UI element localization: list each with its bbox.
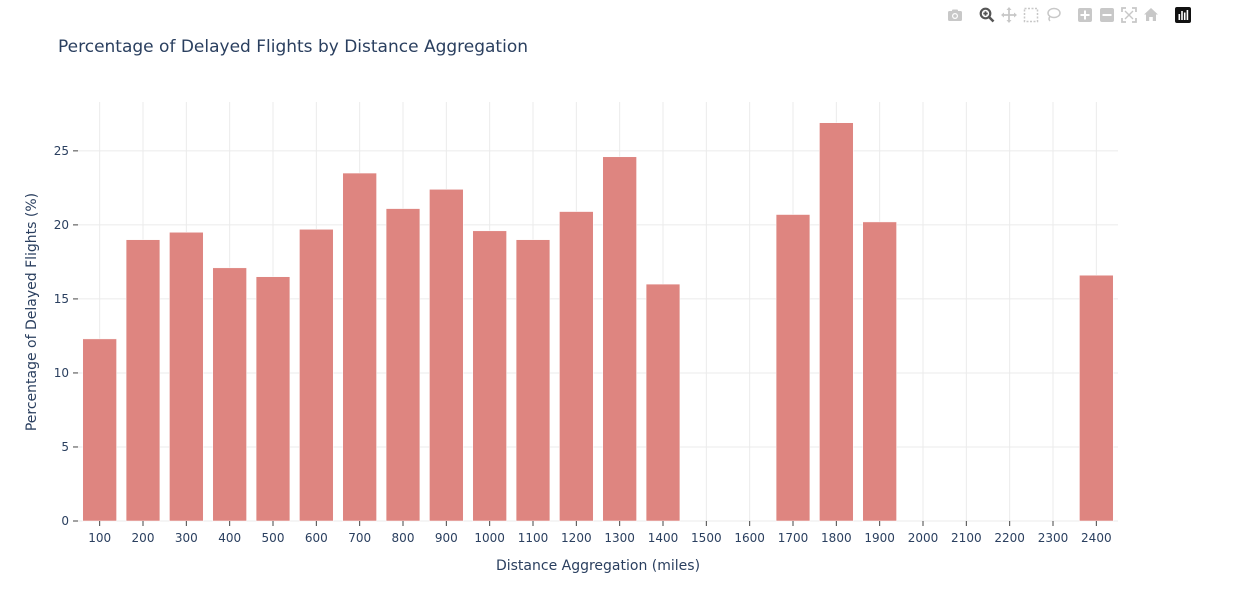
x-tick-label: 800 — [392, 531, 415, 545]
y-tick-label: 10 — [54, 366, 69, 380]
pan-icon — [1001, 7, 1017, 23]
x-tick-label: 2100 — [951, 531, 982, 545]
bar-400[interactable] — [212, 267, 247, 522]
y-tick-label: 15 — [54, 292, 69, 306]
bar-200[interactable] — [125, 239, 161, 522]
x-tick-label: 1400 — [648, 531, 679, 545]
bar-1100[interactable] — [515, 239, 551, 522]
y-tick-label: 0 — [61, 514, 69, 528]
x-tick-label: 1800 — [821, 531, 852, 545]
x-axis-title: Distance Aggregation (miles) — [496, 558, 700, 574]
pan-button[interactable] — [998, 5, 1020, 25]
bar-1200[interactable] — [559, 211, 594, 522]
box-select-icon — [1023, 7, 1039, 23]
plotly-logo-icon — [1175, 7, 1191, 23]
plotly-logo-button[interactable] — [1172, 5, 1194, 25]
bar-300[interactable] — [169, 232, 204, 522]
autoscale-icon — [1121, 7, 1137, 23]
bar-1400[interactable] — [645, 283, 681, 522]
x-tick-label: 2300 — [1038, 531, 1069, 545]
y-tick-label: 25 — [54, 144, 69, 158]
chart-title: Percentage of Delayed Flights by Distanc… — [58, 37, 528, 57]
reset-axes-button[interactable] — [1140, 5, 1162, 25]
x-tick-label: 1500 — [691, 531, 722, 545]
x-tick-label: 200 — [132, 531, 155, 545]
modebar — [934, 5, 1194, 25]
x-tick-label: 1000 — [474, 531, 505, 545]
box-select-button[interactable] — [1020, 5, 1042, 25]
x-tick-label: 2400 — [1081, 531, 1112, 545]
bars-layer[interactable] — [82, 122, 1114, 522]
zoom-button[interactable] — [976, 5, 998, 25]
zoom-in-button[interactable] — [1074, 5, 1096, 25]
bar-1900[interactable] — [862, 221, 897, 522]
zoom-out-icon — [1099, 7, 1115, 23]
x-tick-label: 1300 — [604, 531, 635, 545]
bar-1000[interactable] — [472, 230, 507, 522]
x-tick-label: 1100 — [518, 531, 549, 545]
bar-900[interactable] — [429, 189, 464, 522]
autoscale-button[interactable] — [1118, 5, 1140, 25]
lasso-select-icon — [1045, 7, 1061, 23]
x-tick-label: 100 — [88, 531, 111, 545]
bar-500[interactable] — [255, 276, 291, 522]
modebar-group — [976, 5, 1064, 25]
zoom-icon — [979, 7, 995, 23]
lasso-select-button[interactable] — [1042, 5, 1064, 25]
y-tick-label: 20 — [54, 218, 69, 232]
x-tick-label: 2000 — [908, 531, 939, 545]
x-tick-label: 900 — [435, 531, 458, 545]
x-tick-label: 1200 — [561, 531, 592, 545]
x-tick-label: 1600 — [734, 531, 765, 545]
y-tick-label: 5 — [61, 440, 69, 454]
axes-layer: 100 200 300 400 500 600 700 800 900 1000 1100 1200 1… — [54, 144, 1112, 545]
modebar-group — [944, 5, 966, 25]
bar-1300[interactable] — [602, 156, 637, 522]
zoom-out-button[interactable] — [1096, 5, 1118, 25]
modebar-group — [1172, 5, 1194, 25]
bar-700[interactable] — [342, 172, 377, 522]
x-tick-label: 2200 — [994, 531, 1025, 545]
reset-axes-icon — [1143, 7, 1159, 23]
x-tick-label: 500 — [262, 531, 285, 545]
bar-100[interactable] — [82, 338, 117, 522]
bar-800[interactable] — [385, 208, 421, 522]
x-tick-label: 400 — [218, 531, 241, 545]
bar-2400[interactable] — [1079, 274, 1114, 522]
x-tick-label: 600 — [305, 531, 328, 545]
zoom-in-icon — [1077, 7, 1093, 23]
camera-button[interactable] — [944, 5, 966, 25]
y-axis-title: Percentage of Delayed Flights (%) — [24, 193, 40, 431]
camera-icon — [947, 7, 963, 23]
bar-1800[interactable] — [819, 122, 854, 522]
x-tick-label: 1700 — [778, 531, 809, 545]
x-tick-label: 300 — [175, 531, 198, 545]
modebar-group — [1074, 5, 1162, 25]
bar-1700[interactable] — [775, 214, 811, 522]
x-tick-label: 1900 — [864, 531, 895, 545]
bar-600[interactable] — [299, 229, 334, 522]
x-tick-label: 700 — [348, 531, 371, 545]
